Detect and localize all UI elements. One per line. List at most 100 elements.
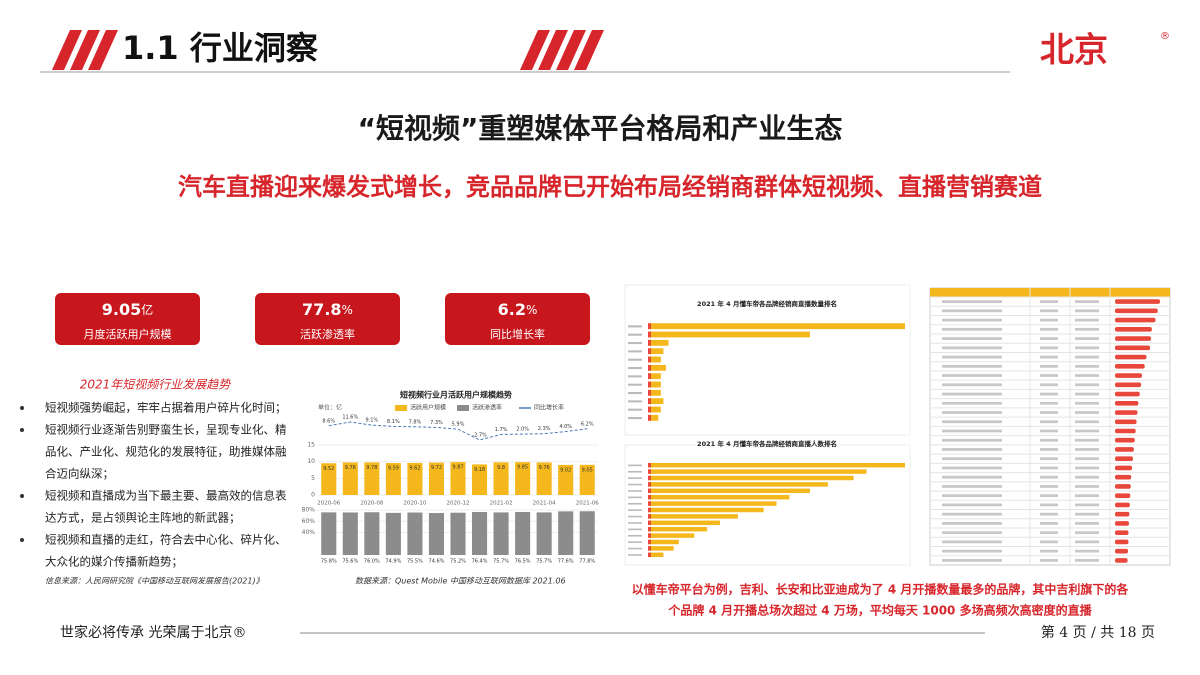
section-title: 1.1 行业洞察	[122, 29, 318, 67]
kpi-unit: %	[342, 303, 353, 317]
label-placeholder	[628, 367, 642, 370]
kpi-unit: %	[526, 303, 537, 317]
bar	[648, 339, 669, 346]
text-placeholder	[1075, 466, 1099, 470]
bar	[1115, 539, 1129, 545]
text-placeholder	[942, 512, 1002, 516]
data-label: 77.8%	[579, 559, 595, 565]
label-placeholder	[628, 483, 642, 486]
text-placeholder	[1040, 364, 1058, 368]
text-placeholder	[1075, 318, 1099, 322]
bar	[1115, 530, 1129, 535]
bar	[364, 512, 380, 555]
bar-cap	[648, 520, 651, 526]
bar	[1115, 400, 1139, 406]
bullet-dot	[20, 538, 24, 542]
text-placeholder	[942, 355, 1002, 359]
text-placeholder	[1040, 448, 1058, 451]
label-placeholder	[628, 547, 642, 550]
data-label: 76.0%	[364, 559, 380, 565]
bar	[321, 512, 337, 555]
kpi-box	[55, 293, 200, 345]
label-placeholder	[628, 509, 642, 511]
unit-label: 单位：亿	[318, 404, 342, 412]
kpi-number: 6.2	[498, 300, 526, 319]
text-placeholder	[942, 540, 1002, 544]
text-placeholder	[942, 522, 1002, 525]
data-label: 7.8%	[409, 419, 422, 425]
bar-cap	[648, 469, 651, 474]
bar-cap	[648, 526, 651, 532]
chart-title: 2021 年 4 月懂车帝各品牌经销商直播数量排名	[697, 299, 837, 308]
data-label: 7.3%	[430, 420, 443, 426]
data-label: 8.1%	[387, 419, 400, 425]
bar	[407, 512, 423, 555]
bar	[648, 331, 810, 338]
data-label: 9.1%	[365, 418, 378, 424]
bullet-text: 达方式，是占领舆论主阵地的新武器；	[45, 511, 241, 525]
bar	[407, 462, 423, 495]
bar-cap	[648, 482, 651, 487]
label-placeholder	[628, 358, 642, 361]
data-label: 4.0%	[559, 424, 572, 430]
label-placeholder	[628, 502, 642, 505]
text-placeholder	[1075, 355, 1099, 359]
data-label: 77.6%	[558, 559, 574, 565]
caption: 个品牌 4 月开播总场次超过 4 万场，平均每天 1000 多场高频次高密度的直…	[667, 603, 1092, 618]
text-placeholder	[1040, 503, 1058, 507]
bar	[450, 462, 466, 495]
data-label: 75.7%	[536, 559, 552, 565]
text-placeholder	[1040, 429, 1058, 433]
text-placeholder	[1075, 300, 1099, 304]
text-placeholder	[942, 494, 1002, 498]
bar	[558, 464, 574, 495]
bar	[1115, 437, 1135, 443]
data-label: 75.7%	[493, 559, 509, 565]
bar	[648, 501, 777, 506]
text-placeholder	[1075, 411, 1099, 414]
text-placeholder	[1040, 318, 1058, 322]
kpi-label: 月度活跃用户规模	[84, 327, 172, 341]
text-placeholder	[1040, 411, 1058, 414]
text-placeholder	[1040, 401, 1058, 405]
data-label: 9.18	[474, 467, 485, 473]
bullet-text: 短视频和直播的走红，符合去中心化、碎片化、	[45, 533, 287, 547]
data-label: 9.87	[452, 465, 463, 471]
bar	[648, 389, 661, 396]
bar	[1115, 308, 1158, 314]
text-placeholder	[1040, 374, 1058, 377]
label-placeholder	[628, 554, 642, 556]
bullet-text: 短视频和直播成为当下最主要、最高效的信息表	[45, 489, 287, 503]
data-label: 9.76	[345, 465, 356, 471]
bar	[493, 512, 509, 555]
chart-title: 2021 年 4 月懂车帝各品牌经销商直播人数排名	[697, 439, 837, 448]
footer-slogan: 世家必将传承 光荣属于北京®	[60, 624, 246, 641]
text-placeholder	[1040, 540, 1058, 544]
bar	[364, 462, 380, 495]
text-placeholder	[1075, 364, 1099, 368]
label-placeholder	[628, 534, 642, 537]
bar	[1115, 474, 1132, 480]
trends-source: 信息来源：人民网研究院《中国移动互联网发展报告(2021)》	[45, 577, 264, 586]
data-label: 1.7%	[495, 427, 508, 433]
bar-cap	[648, 373, 651, 380]
bar	[648, 514, 738, 519]
label-placeholder	[628, 375, 642, 378]
bar	[536, 462, 552, 495]
x-tick-label: 2021-02	[490, 501, 513, 507]
text-placeholder	[1075, 558, 1099, 562]
text-placeholder	[1040, 485, 1058, 488]
text-placeholder	[1040, 494, 1058, 498]
data-label: 9.62	[409, 465, 420, 471]
label-placeholder	[628, 408, 642, 411]
bar	[648, 520, 720, 526]
bar	[648, 323, 905, 330]
text-placeholder	[942, 318, 1002, 322]
data-label: 76.5%	[515, 559, 531, 565]
data-label: 9.05	[582, 467, 593, 473]
y-tick-label: 0	[311, 492, 315, 499]
x-tick-label: 2020-12	[447, 501, 470, 507]
text-placeholder	[1040, 355, 1058, 359]
bar-cap	[648, 398, 651, 405]
